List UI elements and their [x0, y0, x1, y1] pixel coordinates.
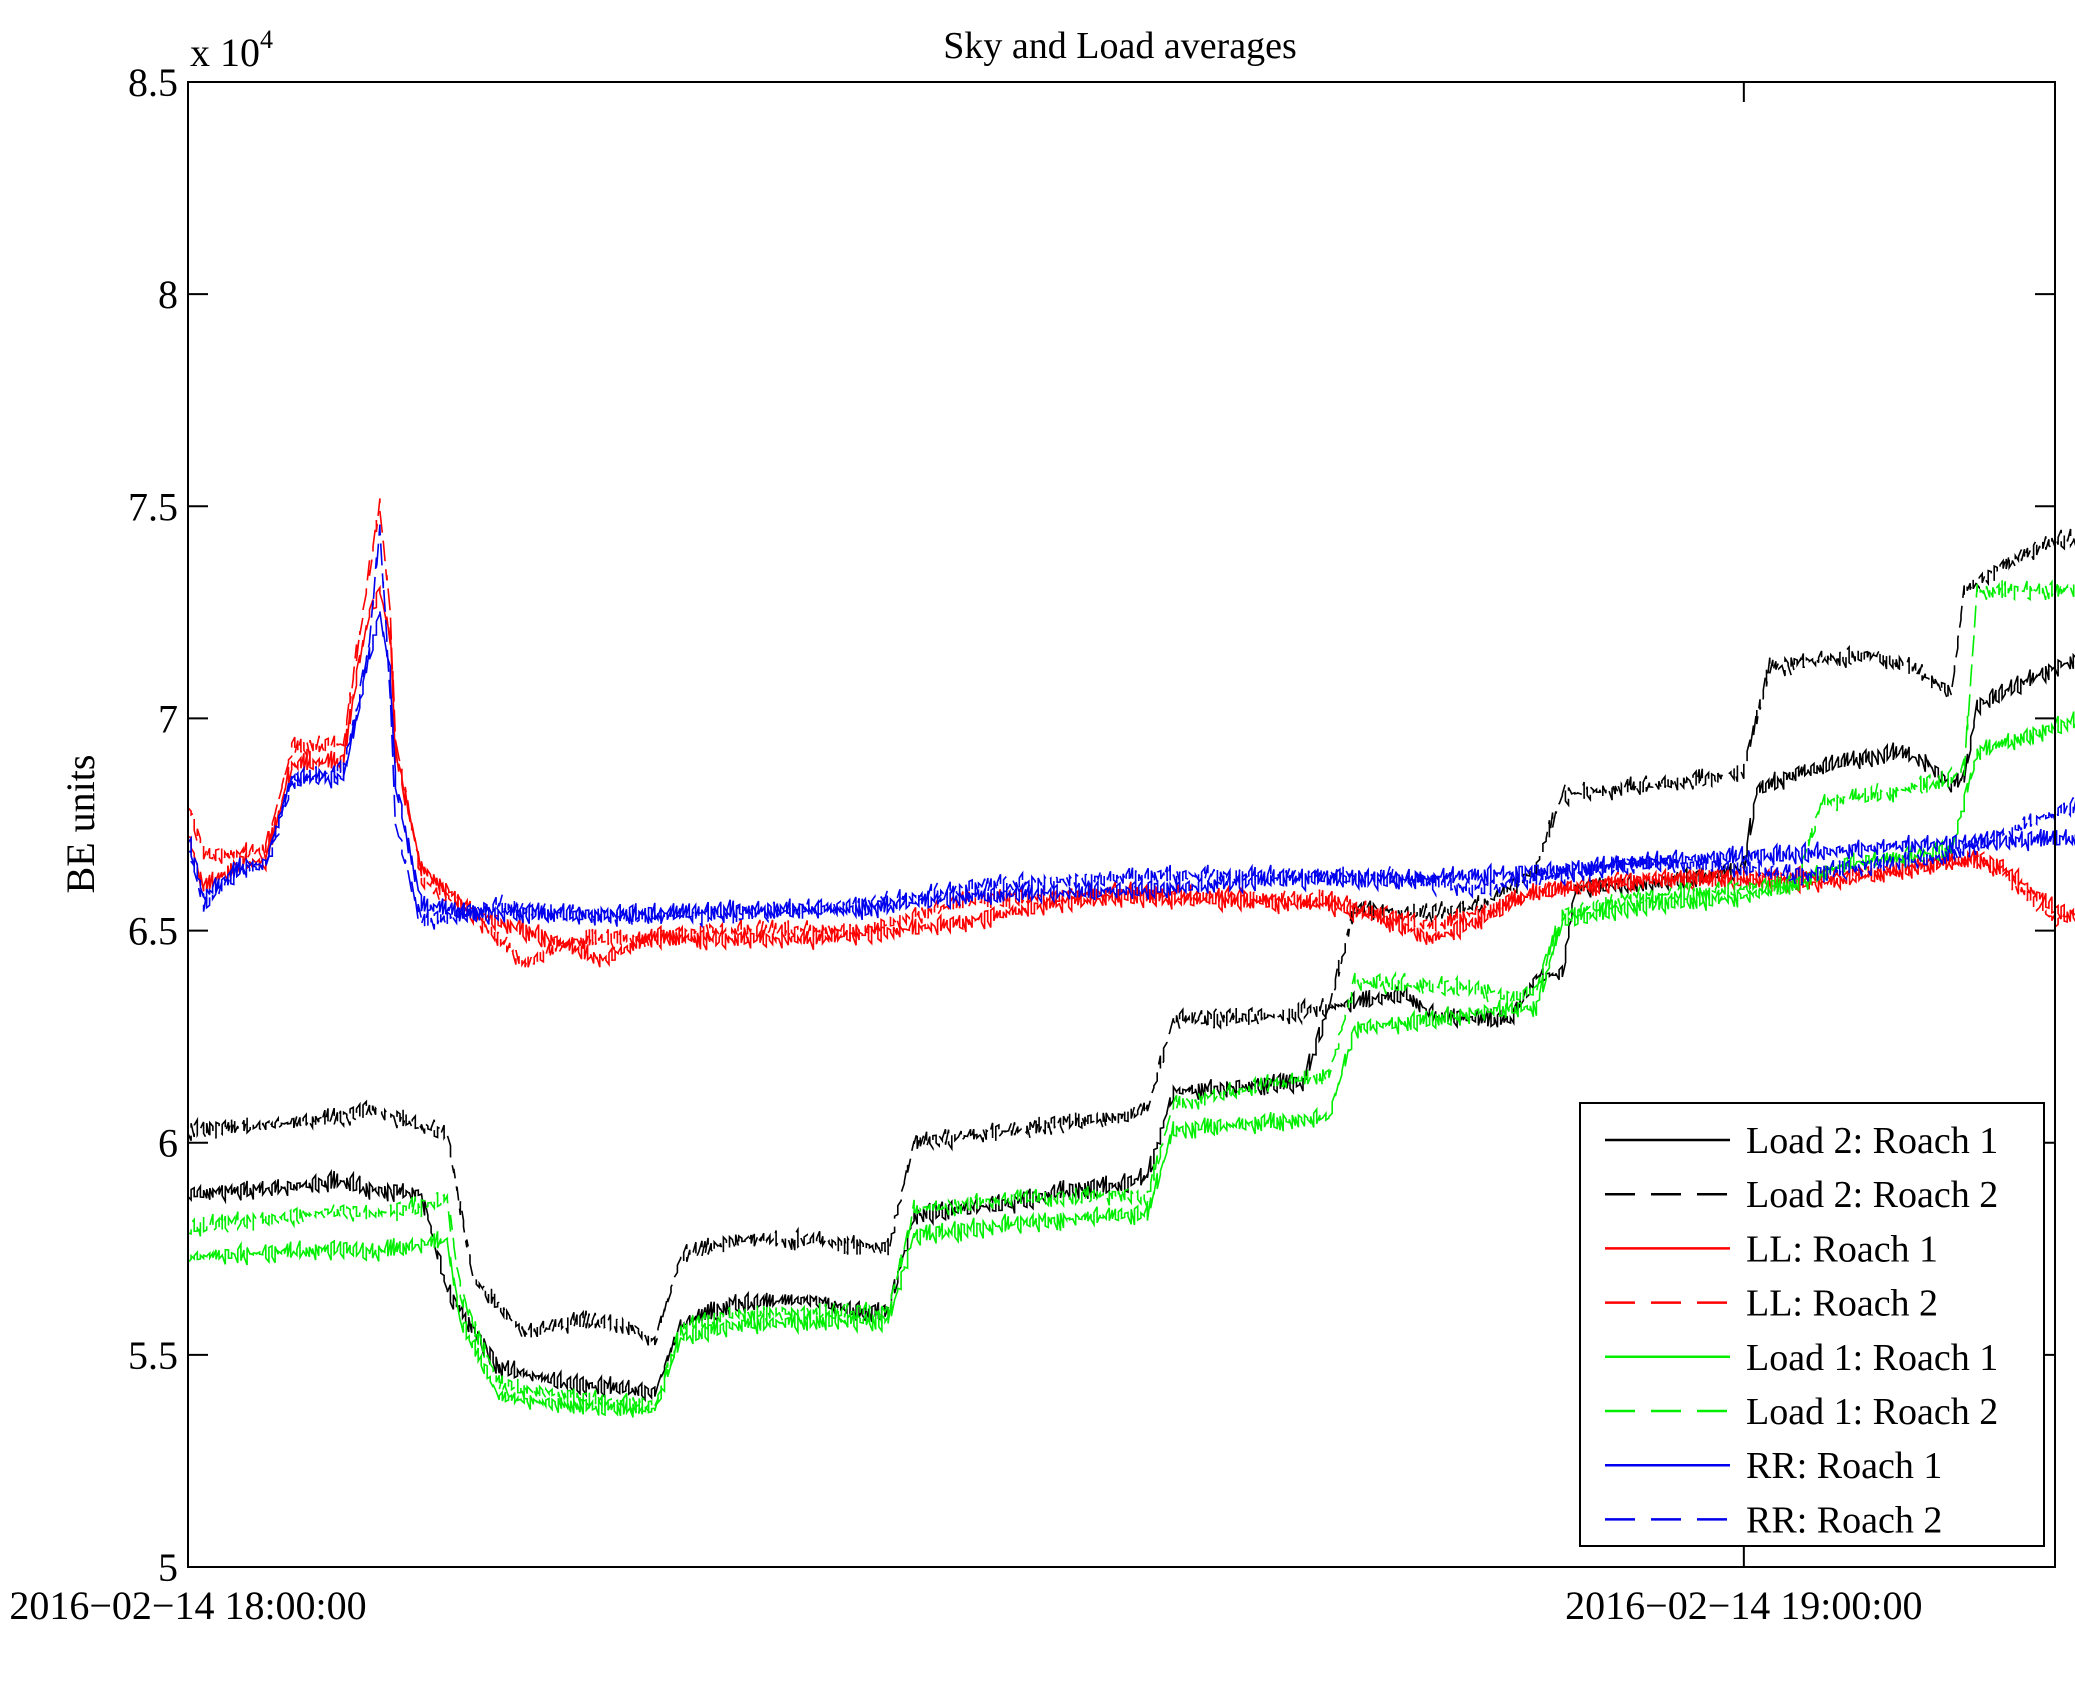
y-tick-label: 8	[158, 272, 178, 317]
series-line	[187, 611, 2075, 925]
series-line	[187, 498, 2075, 968]
y-axis-exponent: x 104	[190, 25, 273, 75]
legend: Load 2: Roach 1 Load 2: Roach 2 LL: Roach …	[1579, 1102, 2045, 1547]
series-line	[187, 524, 2075, 930]
y-tick-label: 7	[158, 696, 178, 741]
y-axis-title: BE units	[58, 755, 103, 894]
legend-label: Load 1: Roach 1	[1746, 1337, 1998, 1379]
series-line	[187, 652, 2075, 1403]
x-axis: 2016−02−14 18:00:00 2016−02−14 19:00:00	[9, 82, 1923, 1628]
y-axis-exponent-power: 4	[260, 25, 273, 54]
plot-frame	[187, 81, 2056, 1568]
x-tick-label: 2016−02−14 19:00:00	[1565, 1583, 1922, 1628]
legend-box	[1579, 1102, 2045, 1547]
x-tick-label: 2016−02−14 18:00:00	[9, 1583, 366, 1628]
y-tick-label: 6.5	[128, 909, 178, 954]
legend-label: Load 2: Roach 2	[1746, 1174, 1998, 1216]
y-axis: 5 5.5 6 6.5 7 7.5 8 8.5	[128, 60, 2055, 1590]
y-tick-label: 5	[158, 1545, 178, 1590]
y-tick-label: 5.5	[128, 1333, 178, 1378]
chart-title: Sky and Load averages	[943, 25, 1297, 67]
legend-label: RR: Roach 2	[1746, 1499, 1942, 1541]
y-tick-label: 6	[158, 1121, 178, 1166]
series-line	[187, 711, 2075, 1418]
series-line	[187, 584, 2075, 968]
legend-label: LL: Roach 1	[1746, 1228, 1938, 1270]
legend-entries: Load 2: Roach 1 Load 2: Roach 2 LL: Roach …	[1605, 1120, 1998, 1541]
legend-label: Load 1: Roach 2	[1746, 1391, 1998, 1433]
y-axis-exponent-base: x 10	[190, 30, 260, 75]
legend-label: LL: Roach 2	[1746, 1283, 1938, 1325]
legend-label: RR: Roach 1	[1746, 1445, 1942, 1487]
series-layer	[187, 498, 2075, 1418]
series-line	[187, 579, 2075, 1415]
y-tick-label: 7.5	[128, 484, 178, 529]
y-tick-label: 8.5	[128, 60, 178, 105]
legend-label: Load 2: Roach 1	[1746, 1120, 1998, 1162]
